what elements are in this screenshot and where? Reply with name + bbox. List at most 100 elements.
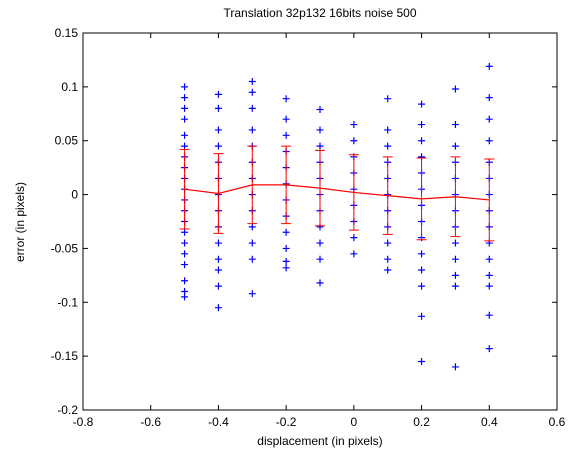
x-tick-label: 0 bbox=[351, 415, 358, 429]
point bbox=[451, 271, 459, 279]
point bbox=[485, 115, 493, 123]
point bbox=[181, 261, 189, 269]
x-tick-label: -0.4 bbox=[208, 415, 229, 429]
point bbox=[384, 239, 392, 247]
plot-frame bbox=[82, 32, 558, 411]
point bbox=[485, 282, 493, 290]
point bbox=[248, 126, 256, 134]
point bbox=[214, 90, 222, 98]
point bbox=[485, 94, 493, 102]
point bbox=[181, 104, 189, 112]
point bbox=[181, 293, 189, 301]
point bbox=[316, 105, 324, 113]
y-tick-label: 0.05 bbox=[55, 134, 79, 148]
point bbox=[214, 142, 222, 150]
x-tick-label: 0.4 bbox=[481, 415, 498, 429]
point bbox=[384, 126, 392, 134]
x-axis-label: displacement (in pixels) bbox=[257, 434, 382, 448]
point bbox=[248, 88, 256, 96]
point bbox=[350, 121, 358, 129]
point bbox=[316, 279, 324, 287]
point bbox=[316, 239, 324, 247]
point bbox=[282, 228, 290, 236]
y-tick-label: -0.2 bbox=[57, 403, 78, 417]
point bbox=[214, 304, 222, 312]
point bbox=[214, 282, 222, 290]
x-tick-label: -0.2 bbox=[276, 415, 297, 429]
point bbox=[316, 142, 324, 150]
y-axis-label: error (in pixels) bbox=[13, 182, 27, 262]
point bbox=[350, 234, 358, 242]
error-bar bbox=[484, 158, 495, 242]
point bbox=[418, 250, 426, 258]
point bbox=[418, 266, 426, 274]
point bbox=[418, 100, 426, 108]
point bbox=[384, 95, 392, 103]
point bbox=[451, 363, 459, 371]
x-tick-label: 0.2 bbox=[413, 415, 430, 429]
point bbox=[384, 255, 392, 263]
point bbox=[350, 250, 358, 258]
point bbox=[282, 115, 290, 123]
point bbox=[282, 95, 290, 103]
point bbox=[282, 264, 290, 272]
y-tick-label: -0.15 bbox=[51, 349, 79, 363]
point bbox=[181, 239, 189, 247]
point bbox=[282, 244, 290, 252]
point bbox=[181, 250, 189, 258]
x-tick-label: 0.6 bbox=[549, 415, 566, 429]
point bbox=[248, 104, 256, 112]
point bbox=[451, 239, 459, 247]
point bbox=[485, 62, 493, 70]
point bbox=[418, 137, 426, 145]
point bbox=[316, 126, 324, 134]
point bbox=[451, 121, 459, 129]
point bbox=[248, 255, 256, 263]
point bbox=[248, 290, 256, 298]
point bbox=[282, 131, 290, 139]
point bbox=[214, 255, 222, 263]
point bbox=[181, 131, 189, 139]
point bbox=[418, 121, 426, 129]
point bbox=[181, 228, 189, 236]
point bbox=[384, 266, 392, 274]
point bbox=[418, 358, 426, 366]
mean-line bbox=[184, 184, 490, 201]
x-tick-label: -0.8 bbox=[73, 415, 94, 429]
y-tick-label: -0.05 bbox=[51, 241, 79, 255]
point bbox=[485, 311, 493, 319]
point bbox=[181, 142, 189, 150]
point bbox=[214, 239, 222, 247]
y-tick-label: 0 bbox=[71, 188, 78, 202]
point bbox=[248, 239, 256, 247]
point bbox=[384, 142, 392, 150]
point bbox=[485, 271, 493, 279]
point bbox=[451, 282, 459, 290]
point bbox=[451, 255, 459, 263]
point bbox=[451, 142, 459, 150]
point bbox=[485, 345, 493, 353]
y-tick-label: 0.15 bbox=[55, 26, 79, 40]
point bbox=[418, 282, 426, 290]
x-tick-label: -0.6 bbox=[140, 415, 161, 429]
point bbox=[451, 85, 459, 93]
point bbox=[214, 104, 222, 112]
point bbox=[248, 77, 256, 85]
error-bar bbox=[179, 148, 190, 230]
point bbox=[181, 83, 189, 91]
point bbox=[214, 266, 222, 274]
y-tick-label: 0.1 bbox=[61, 80, 78, 94]
chart-title: Translation 32p132 16bits noise 500 bbox=[223, 6, 416, 20]
y-tick-label: -0.1 bbox=[57, 295, 78, 309]
point bbox=[248, 223, 256, 231]
point bbox=[418, 312, 426, 320]
point bbox=[282, 257, 290, 265]
point bbox=[485, 255, 493, 263]
point bbox=[181, 115, 189, 123]
point bbox=[181, 277, 189, 285]
point bbox=[485, 137, 493, 145]
point bbox=[181, 94, 189, 102]
point bbox=[214, 126, 222, 134]
